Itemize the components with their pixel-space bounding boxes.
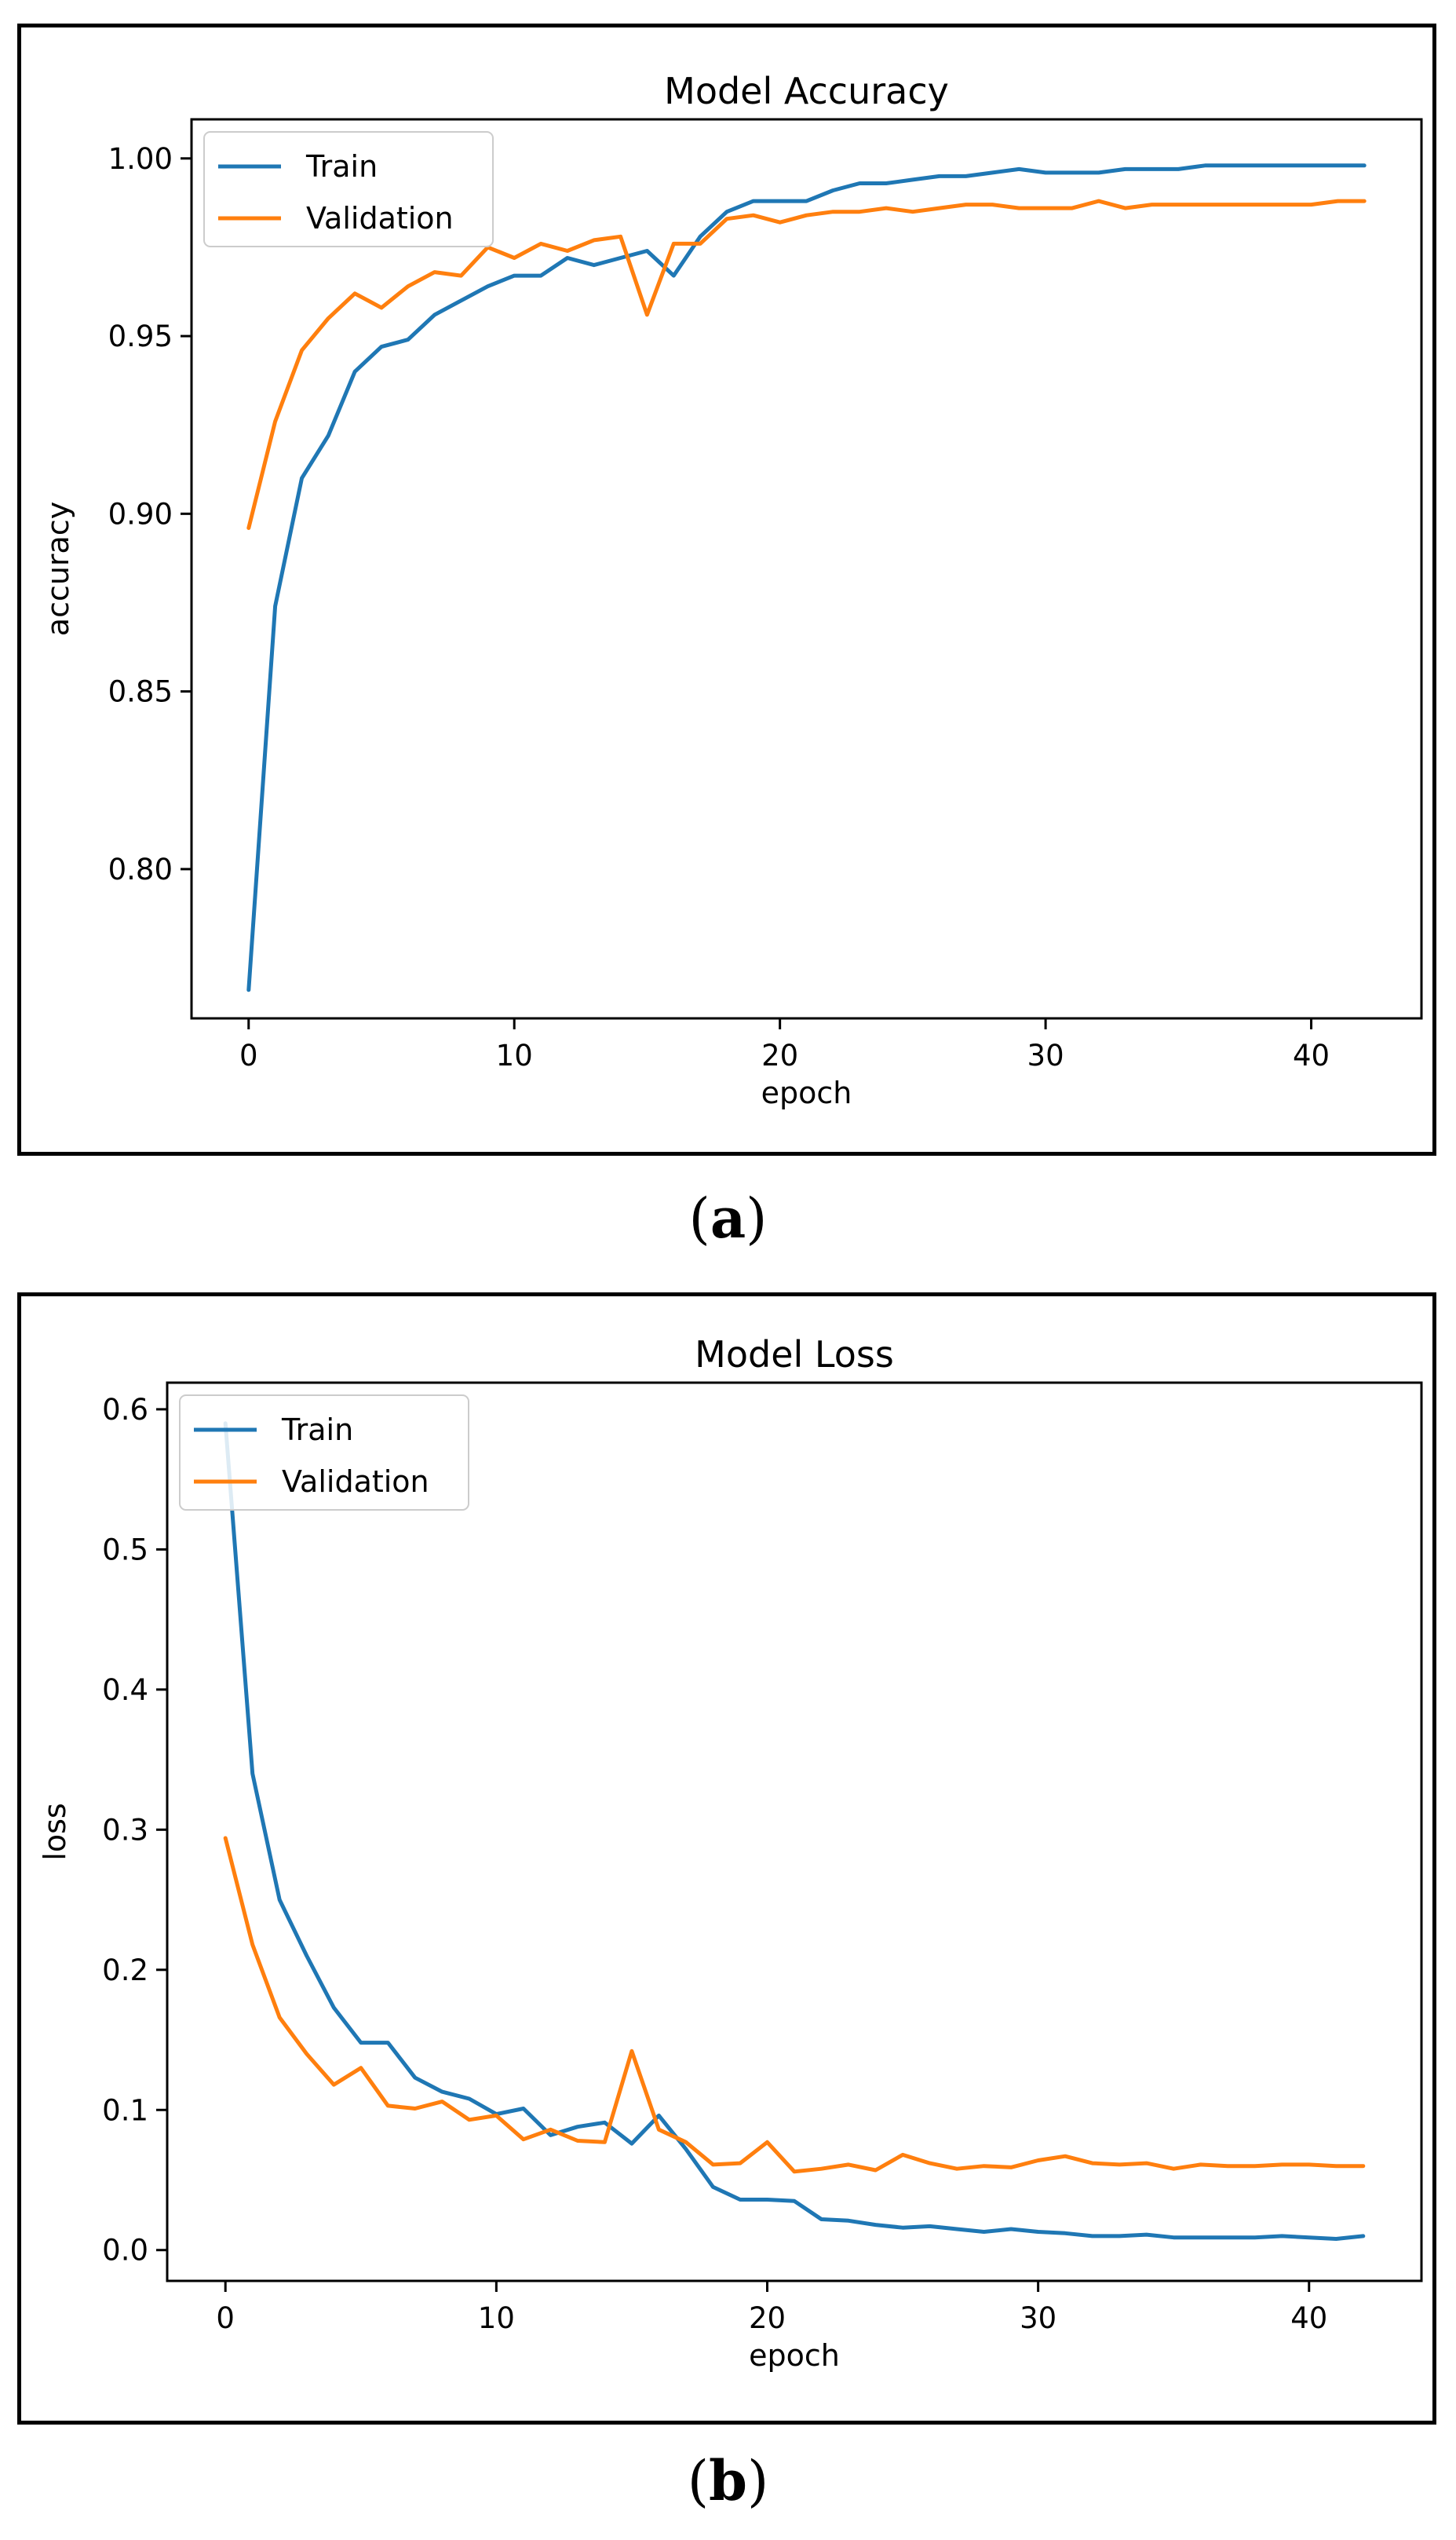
loss-chart-panel: Model Loss 0 10 20 30 40 0.0 0.1 0.2 0.3 0.4 0.5 0.6… bbox=[17, 1292, 1436, 2425]
y-tick-label: 0.1 bbox=[102, 2093, 148, 2127]
x-tick-label: 30 bbox=[1020, 2301, 1056, 2335]
caption-b: (b) bbox=[687, 2448, 769, 2513]
caption-b-label: b bbox=[709, 2448, 747, 2513]
series-line-validation bbox=[246, 199, 1367, 530]
legend-label-validation: Validation bbox=[306, 201, 454, 236]
y-tick-label: 0.3 bbox=[102, 1813, 148, 1847]
x-axis-label: epoch bbox=[761, 1076, 852, 1110]
x-tick-label: 40 bbox=[1293, 1039, 1330, 1073]
x-tick-label: 0 bbox=[216, 2301, 235, 2335]
caption-a-label: a bbox=[710, 1186, 746, 1251]
y-axis-label: loss bbox=[38, 1803, 72, 1860]
x-tick-label: 10 bbox=[478, 2301, 515, 2335]
caption-a: (a) bbox=[688, 1186, 768, 1251]
y-tick-label: 0.4 bbox=[102, 1673, 148, 1707]
y-tick-label: 0.80 bbox=[108, 853, 173, 886]
x-tick-label: 0 bbox=[239, 1039, 258, 1073]
series-line-validation bbox=[223, 1836, 1366, 2174]
x-tick-label: 20 bbox=[761, 1039, 798, 1073]
x-tick-label: 40 bbox=[1290, 2301, 1327, 2335]
y-tick-label: 0.2 bbox=[102, 1953, 148, 1987]
x-tick-label: 10 bbox=[496, 1039, 533, 1073]
legend-label-train: Train bbox=[305, 149, 378, 184]
legend-label-train: Train bbox=[281, 1413, 353, 1447]
accuracy-chart: Model Accuracy 0 10 20 30 40 0.80 0.85 0.90 0.95 1… bbox=[41, 70, 1423, 1110]
y-axis-label: accuracy bbox=[41, 502, 75, 636]
plot-area-frame bbox=[166, 1381, 1423, 2282]
y-tick-label: 0.85 bbox=[108, 675, 173, 709]
y-tick-label: 0.5 bbox=[102, 1533, 148, 1566]
chart-title: Model Accuracy bbox=[664, 70, 949, 112]
plot-area-frame bbox=[190, 118, 1423, 1020]
series-line-train bbox=[223, 1421, 1366, 2241]
series-line-train bbox=[246, 163, 1367, 992]
legend-label-validation: Validation bbox=[282, 1464, 429, 1499]
loss-chart: Model Loss 0 10 20 30 40 0.0 0.1 0.2 0.3 0.4 0.5 0.6… bbox=[38, 1333, 1423, 2373]
y-tick-label: 0.6 bbox=[102, 1393, 148, 1427]
x-axis-label: epoch bbox=[749, 2338, 840, 2373]
y-tick-label: 0.95 bbox=[108, 320, 173, 353]
chart-title: Model Loss bbox=[695, 1333, 894, 1376]
x-tick-label: 20 bbox=[749, 2301, 786, 2335]
y-tick-label: 0.0 bbox=[102, 2234, 148, 2268]
accuracy-chart-panel: Model Accuracy 0 10 20 30 40 0.80 0.85 0.90 0.95 1… bbox=[17, 24, 1436, 1156]
y-tick-label: 1.00 bbox=[108, 142, 173, 176]
x-tick-label: 30 bbox=[1027, 1039, 1064, 1073]
y-tick-label: 0.90 bbox=[108, 497, 173, 531]
